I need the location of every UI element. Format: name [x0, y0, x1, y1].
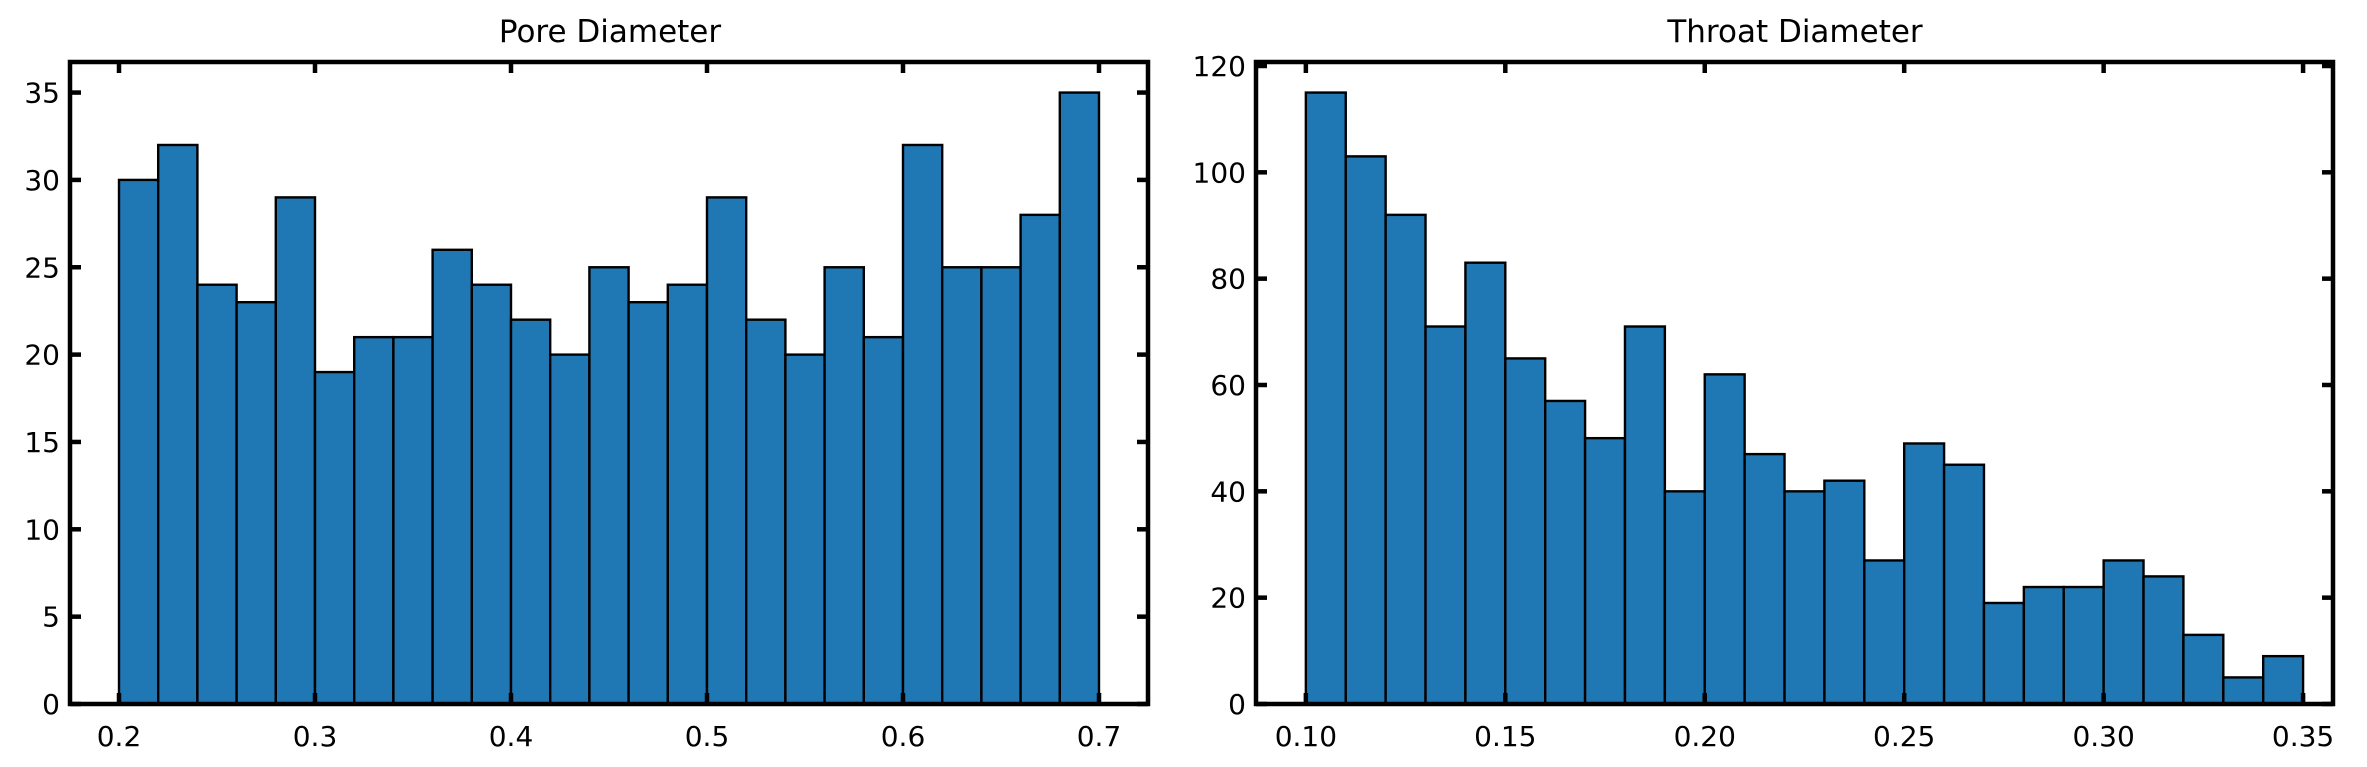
throat-bar-23	[2222, 676, 2265, 706]
throat-diameter-title: Throat Diameter	[1666, 14, 1923, 50]
pore-xtick-label-4: 0.6	[881, 720, 926, 753]
throat-bar-11	[1743, 452, 1786, 706]
pore-bar-7	[392, 335, 434, 706]
pore-ytick-label-1: 5	[42, 601, 60, 634]
pore-bar-21	[941, 266, 983, 706]
pore-ytick-label-4: 20	[24, 339, 60, 372]
throat-bar-9	[1663, 490, 1706, 706]
pore-bar-1	[156, 143, 199, 706]
throat-bar-18	[2022, 585, 2065, 706]
throat-ytick-label-5: 100	[1193, 156, 1246, 189]
throat-bar-10	[1703, 373, 1746, 706]
throat-bar-7	[1583, 436, 1627, 706]
throat-bar-16	[1942, 463, 1986, 706]
throat-ytick-label-3: 60	[1210, 369, 1246, 402]
throat-xtick-label-3: 0.25	[1873, 720, 1935, 753]
throat-bar-22	[2182, 633, 2225, 706]
pore-bar-14	[666, 283, 709, 706]
pore-bar-20	[901, 143, 944, 706]
pore-bar-17	[784, 353, 826, 706]
pore-bar-12	[588, 266, 630, 706]
pore-bar-3	[235, 301, 278, 706]
throat-ytick-label-1: 20	[1210, 582, 1246, 615]
pore-bar-16	[745, 318, 787, 706]
throat-bar-12	[1783, 490, 1826, 706]
throat-xtick-label-0: 0.10	[1275, 720, 1337, 753]
throat-bar-0	[1304, 91, 1347, 706]
throat-xtick-label-4: 0.30	[2072, 720, 2134, 753]
pore-bar-22	[980, 266, 1022, 706]
pore-bar-8	[431, 248, 474, 706]
pore-xtick-label-0: 0.2	[97, 720, 142, 753]
throat-bar-5	[1504, 357, 1547, 706]
throat-bar-3	[1424, 325, 1467, 706]
pore-bar-0	[117, 178, 160, 706]
throat-xtick-label-5: 0.35	[2272, 720, 2334, 753]
throat-diameter-panel: Throat Diameter 0.10 0.15 0.20 0.25 0.30 0.35…	[1193, 14, 2336, 753]
pore-bar-24	[1058, 91, 1101, 706]
pore-xtick-label-3: 0.5	[685, 720, 730, 753]
throat-bar-4	[1464, 261, 1507, 706]
pore-axes-frame	[67, 59, 1151, 707]
pore-bar-4	[274, 196, 317, 706]
pore-bar-18	[823, 266, 865, 706]
throat-bar-24	[2261, 654, 2305, 706]
pore-bar-9	[470, 283, 513, 706]
pore-diameter-panel: Pore Diameter 0.2 0.3 0.4 0.5 0.6 0.7 0 5 10 15 20…	[24, 14, 1151, 753]
pore-bar-19	[862, 335, 905, 706]
pore-bar-15	[705, 196, 748, 706]
pore-xtick-label-5: 0.7	[1077, 720, 1122, 753]
pore-xtick-label-1: 0.3	[293, 720, 338, 753]
pore-diameter-title: Pore Diameter	[499, 14, 722, 50]
pore-bar-23	[1019, 213, 1061, 706]
throat-bar-21	[2142, 575, 2185, 706]
throat-bar-8	[1623, 325, 1667, 706]
pore-ytick-label-7: 35	[24, 77, 60, 110]
throat-bar-15	[1902, 442, 1946, 706]
throat-bar-20	[2102, 559, 2145, 706]
throat-bar-2	[1384, 213, 1427, 706]
pore-bar-2	[196, 283, 238, 706]
pore-bar-6	[353, 335, 395, 706]
throat-ytick-label-4: 80	[1210, 263, 1246, 296]
pore-bar-11	[549, 353, 591, 706]
throat-bar-17	[1982, 601, 2026, 706]
throat-bar-19	[2062, 585, 2105, 706]
pore-bar-13	[627, 301, 669, 706]
throat-ytick-label-2: 40	[1210, 475, 1246, 508]
throat-ytick-label-6: 120	[1193, 50, 1246, 83]
pore-bar-5	[313, 370, 356, 706]
throat-xtick-label-1: 0.15	[1474, 720, 1536, 753]
throat-xtick-label-2: 0.20	[1674, 720, 1736, 753]
pore-ytick-label-5: 25	[24, 251, 60, 284]
throat-bar-1	[1344, 155, 1387, 706]
pore-bar-10	[509, 318, 552, 706]
throat-bar-14	[1863, 559, 1906, 706]
throat-ytick-label-0: 0	[1228, 688, 1246, 721]
pore-ytick-label-6: 30	[24, 164, 60, 197]
pore-ytick-label-2: 10	[24, 513, 60, 546]
pore-xtick-label-2: 0.4	[489, 720, 534, 753]
pore-ytick-label-0: 0	[42, 688, 60, 721]
throat-bar-13	[1823, 479, 1866, 706]
throat-bar-6	[1543, 399, 1587, 706]
pore-ytick-label-3: 15	[24, 426, 60, 459]
